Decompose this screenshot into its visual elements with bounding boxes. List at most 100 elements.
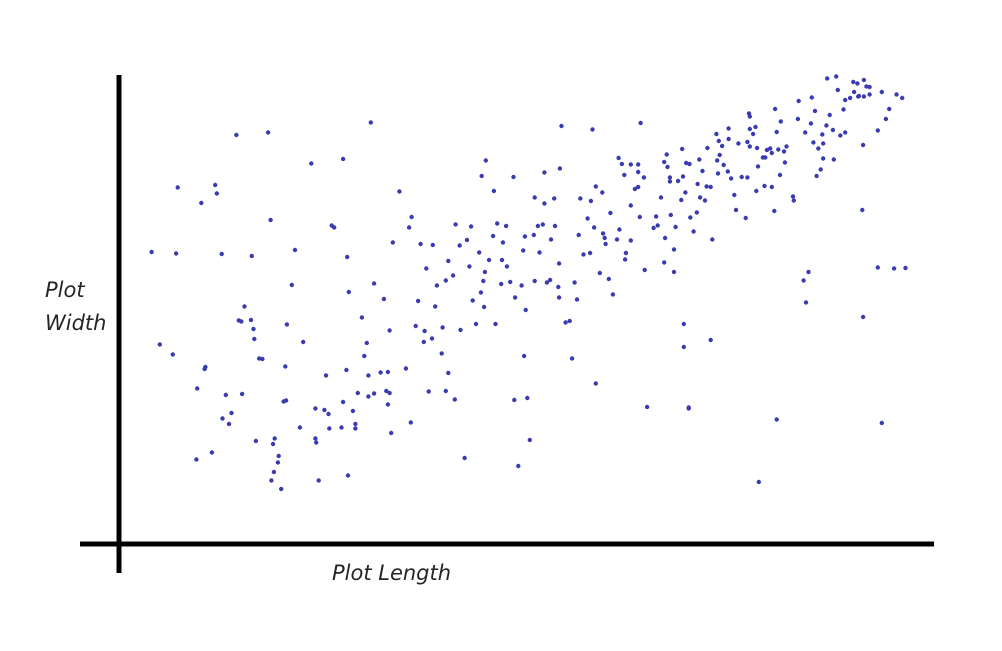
data-point	[214, 191, 219, 196]
data-point	[855, 81, 860, 86]
data-point	[422, 328, 427, 334]
data-point	[658, 195, 664, 200]
data-point	[665, 164, 670, 170]
data-point	[642, 267, 647, 273]
data-point	[323, 373, 329, 378]
data-point	[364, 340, 369, 346]
data-point	[283, 364, 288, 369]
data-point	[867, 92, 872, 97]
data-point	[421, 339, 426, 345]
data-point	[843, 130, 848, 135]
data-point	[279, 486, 284, 492]
data-point	[834, 74, 839, 79]
data-point	[662, 159, 667, 165]
data-point	[768, 146, 773, 151]
data-point	[681, 321, 686, 327]
data-point	[251, 326, 256, 332]
data-point	[450, 273, 456, 278]
data-point	[403, 366, 409, 371]
data-point	[756, 479, 761, 485]
data-point	[820, 132, 825, 137]
data-point	[628, 203, 633, 208]
data-point	[493, 321, 498, 327]
data-point	[481, 304, 487, 310]
data-point	[345, 473, 351, 478]
data-point	[446, 258, 451, 264]
data-point	[413, 323, 418, 329]
data-point	[260, 356, 265, 362]
data-point	[603, 241, 608, 247]
data-point	[344, 367, 349, 373]
data-point	[516, 463, 521, 469]
data-point	[353, 426, 358, 431]
y-axis-label-line-2: Width	[45, 311, 106, 335]
data-point	[732, 192, 737, 198]
data-point	[769, 184, 774, 190]
data-point	[588, 198, 594, 204]
data-point	[754, 188, 759, 194]
data-point	[547, 277, 553, 283]
data-point	[578, 196, 583, 201]
data-point	[809, 95, 814, 100]
data-point	[366, 394, 371, 399]
data-point	[679, 197, 684, 203]
data-point	[628, 238, 633, 243]
data-point	[512, 295, 518, 300]
data-point	[593, 381, 598, 386]
data-point	[725, 169, 730, 174]
data-point	[585, 216, 590, 221]
data-point	[226, 421, 232, 427]
data-point	[708, 337, 713, 343]
data-point	[694, 210, 699, 215]
data-point	[532, 278, 537, 284]
data-point	[508, 279, 513, 285]
data-point	[339, 425, 344, 430]
data-point	[157, 342, 162, 347]
data-point	[486, 257, 492, 263]
data-point	[726, 136, 731, 142]
data-point	[523, 307, 528, 313]
data-point	[821, 141, 826, 146]
data-point	[691, 229, 696, 234]
data-point	[521, 248, 526, 253]
data-point	[843, 97, 848, 103]
data-point	[774, 129, 779, 135]
data-point	[527, 437, 532, 443]
points-layer	[149, 74, 908, 492]
data-point	[229, 410, 234, 416]
data-point	[702, 198, 708, 203]
data-point	[795, 116, 801, 122]
data-point	[408, 420, 413, 425]
data-point	[512, 397, 517, 403]
data-point	[619, 161, 625, 167]
data-point	[617, 227, 622, 232]
data-point	[359, 315, 365, 320]
data-point	[482, 269, 488, 275]
data-point	[434, 283, 440, 288]
data-point	[491, 188, 497, 194]
data-point	[883, 116, 889, 122]
data-point	[680, 146, 685, 152]
data-point	[614, 237, 620, 242]
data-point	[239, 391, 245, 397]
data-point	[525, 395, 530, 401]
data-point	[764, 147, 770, 153]
data-point	[632, 186, 638, 192]
data-point	[638, 120, 643, 126]
data-point	[769, 150, 774, 156]
data-point	[668, 212, 673, 218]
data-point	[743, 215, 748, 221]
data-point	[355, 390, 360, 396]
data-point	[149, 249, 154, 255]
data-point	[385, 402, 391, 407]
data-point	[824, 123, 829, 128]
data-point	[283, 398, 289, 403]
data-point	[223, 392, 228, 398]
data-point	[623, 250, 629, 256]
data-point	[468, 224, 474, 229]
data-point	[272, 436, 277, 441]
data-point	[350, 408, 356, 414]
data-point	[532, 195, 537, 200]
data-point	[213, 182, 218, 188]
data-point	[253, 438, 259, 444]
